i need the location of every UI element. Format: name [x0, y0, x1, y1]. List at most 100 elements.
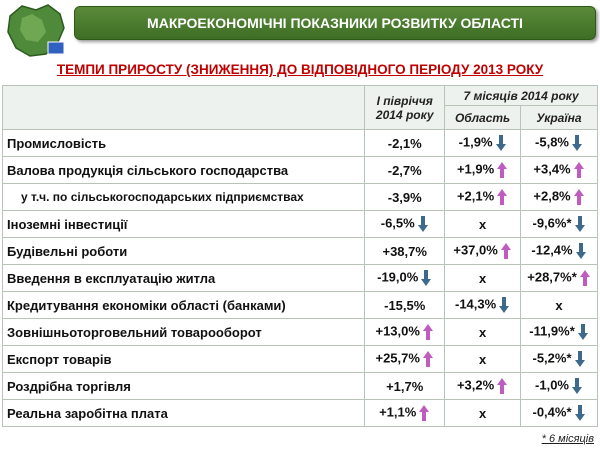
- column-header: Область: [454, 110, 511, 125]
- column-header: І півріччя 2014 року: [375, 93, 434, 122]
- table-row: Будівельні роботи +38,7% +37,0% -12,4%: [1, 237, 598, 265]
- indicators-table: І півріччя 2014 року 7 місяців 2014 року…: [1, 85, 598, 427]
- column-header: 7 місяців 2014 року: [463, 88, 579, 103]
- arrow-up: [497, 189, 508, 205]
- value-text: +3,2%: [456, 377, 495, 393]
- row-label: Введення в експлуатацію житла: [1, 264, 366, 292]
- arrow-down: [577, 324, 588, 340]
- value-text: х: [555, 297, 563, 313]
- table-row: Іноземні інвестиції -6,5% х -9,6%*: [1, 210, 598, 238]
- arrow-down: [572, 378, 582, 394]
- value-cell: +13,0%: [364, 318, 446, 346]
- value-text: -5,2%*: [532, 350, 572, 366]
- subtitle: ТЕМПИ ПРИРОСТУ (ЗНИЖЕННЯ) ДО ВІДПОВІДНОГ…: [56, 62, 544, 77]
- table-row: Роздрібна торгівля +1,7% +3,2% -1,0%: [1, 372, 598, 400]
- value-text: -0,4%*: [532, 404, 572, 420]
- arrow-down: [572, 135, 582, 151]
- row-label: у т.ч. по сільськогосподарських підприєм…: [1, 183, 366, 211]
- value-cell: +2,8%: [520, 183, 598, 211]
- header-cell: І півріччя 2014 року: [364, 85, 446, 130]
- row-label: Будівельні роботи: [1, 237, 366, 265]
- arrow-up: [422, 324, 433, 340]
- title: МАКРОЕКОНОМІЧНІ ПОКАЗНИКИ РОЗВИТКУ ОБЛАС…: [147, 15, 523, 31]
- value-cell: +3,4%: [520, 156, 598, 184]
- value-cell: -2,7%: [364, 156, 446, 184]
- value-text: -12,4%: [531, 242, 573, 258]
- value-text: х: [478, 405, 487, 421]
- value-text: -19,0%: [377, 269, 419, 285]
- value-cell: -6,5%: [364, 210, 446, 238]
- table-row: Реальна заробітна плата +1,1% х -0,4%*: [1, 399, 598, 427]
- value-text: +2,8%: [533, 188, 571, 204]
- arrow-up: [573, 189, 584, 205]
- arrow-up: [422, 351, 433, 367]
- value-cell: -1,9%: [444, 129, 522, 157]
- value-cell: +28,7%*: [520, 264, 598, 292]
- value-cell: -12,4%: [520, 237, 598, 265]
- value-cell: +2,1%: [444, 183, 522, 211]
- row-label: Іноземні інвестиції: [1, 210, 366, 238]
- arrow-up: [497, 162, 508, 178]
- table-row: Промисловість -2,1% -1,9% -5,8%: [1, 129, 598, 157]
- value-text: х: [478, 351, 487, 367]
- row-label: Зовнішньоторговельний товарооборот: [1, 318, 366, 346]
- value-text: +2,1%: [456, 188, 495, 204]
- arrow-down: [421, 270, 432, 286]
- row-label: Експорт товарів: [1, 345, 366, 373]
- arrow-down: [575, 243, 586, 259]
- arrow-down: [574, 405, 585, 421]
- value-cell: +3,2%: [444, 372, 522, 400]
- value-text: х: [478, 324, 487, 340]
- value-cell: +1,9%: [444, 156, 522, 184]
- value-text: +1,1%: [379, 404, 417, 420]
- value-cell: х: [444, 345, 522, 373]
- value-cell: +37,0%: [444, 237, 522, 265]
- value-text: х: [478, 270, 487, 286]
- row-label: Реальна заробітна плата: [1, 399, 366, 427]
- value-cell: х: [444, 318, 522, 346]
- value-cell: -5,2%*: [520, 345, 598, 373]
- table-row: Введення в експлуатацію житла -19,0% х +28,…: [1, 264, 598, 292]
- value-text: +38,7%: [382, 243, 427, 259]
- value-text: -2,1%: [387, 135, 422, 151]
- row-label: Кредитування економіки області (банками): [1, 291, 366, 319]
- arrow-down: [417, 216, 428, 232]
- value-text: -14,3%: [454, 296, 497, 312]
- value-text: +13,0%: [375, 323, 420, 339]
- value-text: -3,9%: [387, 189, 422, 205]
- value-text: +3,4%: [533, 161, 571, 177]
- value-cell: +1,1%: [364, 399, 446, 427]
- table-row: Експорт товарів +25,7% х -5,2%*: [1, 345, 598, 373]
- value-cell: -5,8%: [520, 129, 598, 157]
- table-row: Зовнішньоторговельний товарооборот +13,0%…: [1, 318, 598, 346]
- row-label: Промисловість: [1, 129, 366, 157]
- value-cell: х: [444, 264, 522, 292]
- value-cell: х: [444, 399, 522, 427]
- header-cell: 7 місяців 2014 року: [444, 85, 598, 106]
- arrow-up: [579, 270, 590, 286]
- value-text: -11,9%*: [529, 323, 575, 339]
- title-banner: МАКРОЕКОНОМІЧНІ ПОКАЗНИКИ РОЗВИТКУ ОБЛАС…: [74, 6, 596, 40]
- value-text: +1,7%: [386, 378, 424, 394]
- value-cell: -14,3%: [444, 291, 522, 319]
- value-cell: х: [444, 210, 522, 238]
- row-label: Роздрібна торгівля: [1, 372, 366, 400]
- value-cell: -19,0%: [364, 264, 446, 292]
- row-label: Валова продукція сільського господарства: [1, 156, 366, 184]
- value-text: -15,5%: [384, 297, 426, 313]
- value-cell: -3,9%: [364, 183, 446, 211]
- value-text: -1,9%: [458, 134, 493, 150]
- arrow-down: [574, 351, 585, 367]
- value-text: -6,5%: [380, 215, 415, 231]
- value-text: -2,7%: [387, 162, 422, 178]
- header-cell: Область: [444, 105, 522, 130]
- value-cell: -9,6%*: [520, 210, 598, 238]
- header-cell: Україна: [520, 105, 598, 130]
- arrow-up: [497, 378, 508, 394]
- table-row: Валова продукція сільського господарства…: [1, 156, 598, 184]
- arrow-up: [573, 162, 584, 178]
- arrow-up: [419, 405, 430, 421]
- value-text: -9,6%*: [532, 215, 572, 231]
- header-empty: [1, 85, 366, 130]
